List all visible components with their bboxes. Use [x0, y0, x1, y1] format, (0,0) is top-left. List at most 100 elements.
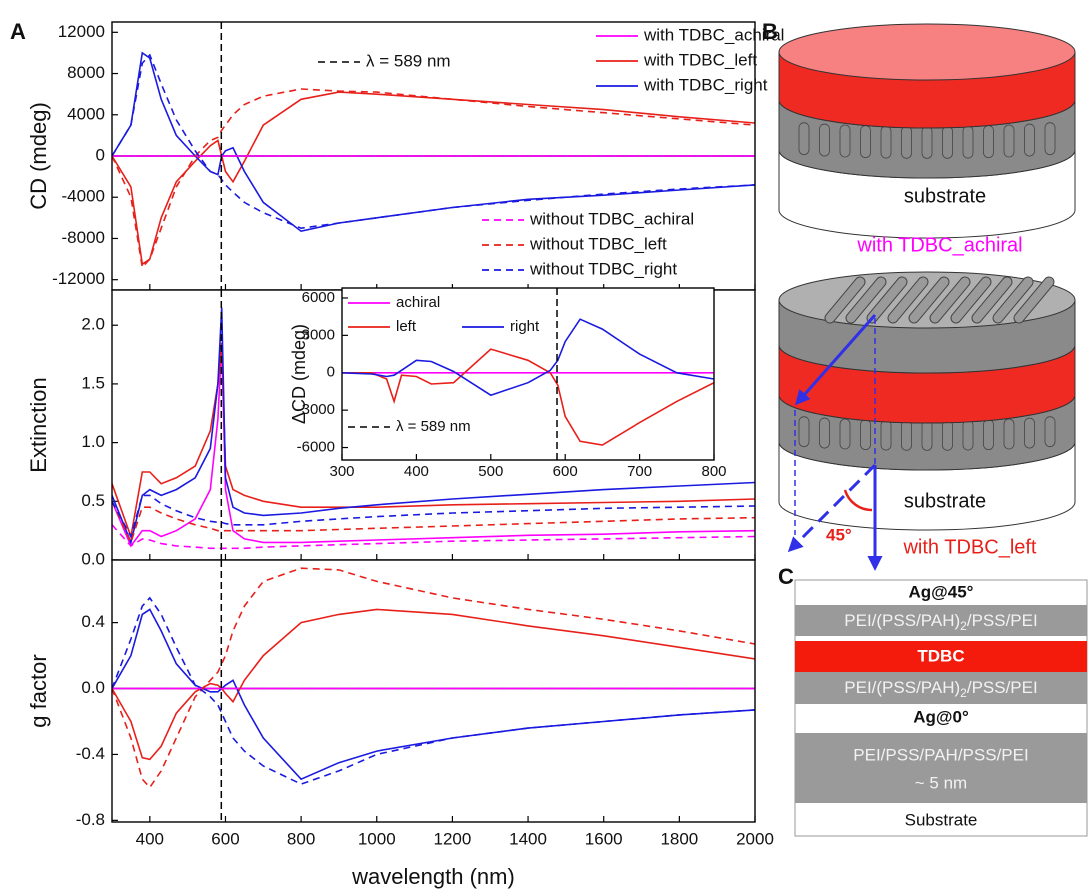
nanorod — [1014, 277, 1054, 323]
arrow — [795, 314, 877, 406]
x-tick-label: 800 — [287, 829, 315, 848]
nanorod — [921, 126, 933, 159]
y-tick-label: 12000 — [58, 22, 105, 41]
x-tick-label: 400 — [404, 463, 429, 480]
y-axis-label: CD (mdeg) — [26, 102, 51, 210]
legend-label: with TDBC_achiral — [643, 25, 784, 44]
y-tick-label: -0.8 — [76, 810, 105, 829]
nanorod — [825, 277, 865, 323]
caption: with TDBC_achiral — [856, 234, 1022, 256]
nanorod — [962, 419, 974, 451]
x-tick-label: 800 — [701, 463, 726, 480]
y-tick-label: 0.0 — [81, 678, 105, 697]
nanorod — [942, 125, 953, 159]
legend-label: without TDBC_right — [529, 259, 677, 278]
layer-label: PEI/PSS/PAH/PSS/PEI — [853, 745, 1028, 764]
x-tick-label: 1600 — [585, 829, 623, 848]
nanorod — [880, 419, 892, 451]
y-tick-label: -6000 — [297, 439, 335, 456]
layer-text: substrate — [904, 490, 986, 512]
y-axis-label: g factor — [26, 654, 51, 727]
data-line — [342, 318, 714, 397]
y-axis-label: Extinction — [26, 377, 51, 472]
nanorod — [1044, 416, 1056, 448]
layer-label: PEI/(PSS/PAH)2/PSS/PEI — [844, 611, 1037, 633]
data-line — [112, 91, 755, 266]
nanorod — [880, 125, 892, 159]
x-tick-label: 2000 — [736, 829, 774, 848]
layer — [795, 672, 1087, 704]
plot-frame — [341, 287, 715, 461]
series-group — [112, 51, 755, 270]
nanorod — [921, 419, 933, 451]
y-tick-label: 1.0 — [81, 432, 105, 451]
series-group — [112, 567, 755, 789]
plot-area — [342, 288, 714, 460]
y-tick-label: -12000 — [52, 269, 105, 288]
x-tick-label: 1200 — [433, 829, 471, 848]
x-tick-label: 1000 — [358, 829, 396, 848]
y-tick-label: -8000 — [62, 228, 105, 247]
x-tick-label: 500 — [478, 463, 503, 480]
x-tick-label: 400 — [136, 829, 164, 848]
nanorod — [819, 123, 830, 157]
nanorod — [983, 419, 994, 451]
layer-label: Ag@45° — [909, 582, 974, 601]
subscript: 2 — [960, 619, 967, 633]
layer-text: substrate — [904, 185, 986, 207]
layer-label: TDBC — [917, 646, 964, 665]
nanorod — [860, 125, 871, 159]
legend-label: achiral — [396, 294, 440, 311]
panel-label: A — [10, 19, 26, 44]
y-tick-label: 0.0 — [81, 549, 105, 568]
data-line — [112, 608, 755, 761]
series-group — [112, 307, 755, 550]
data-line — [112, 342, 755, 540]
text: PEI/(PSS/PAH) — [844, 678, 960, 697]
legend-label: right — [510, 318, 540, 335]
angle-label: 45° — [826, 525, 852, 544]
data-line — [112, 567, 755, 789]
series-group — [342, 318, 714, 446]
nanorod — [1003, 418, 1015, 450]
data-line — [112, 524, 755, 550]
y-tick-label: -4000 — [62, 187, 105, 206]
nanorod — [972, 277, 1012, 323]
legend-label: with TDBC_left — [643, 50, 757, 69]
legend-label: left — [396, 318, 417, 335]
y-tick-label: 1.5 — [81, 373, 105, 392]
chart-panel: -0.8 -0.4 0.0 0.4 400 600 800 1000 1200 1400 1600 1… — [26, 559, 774, 889]
y-tick-label: 0.4 — [81, 612, 105, 631]
y-tick-label: 8000 — [67, 63, 105, 82]
disk-top — [778, 23, 1076, 81]
nanorod — [819, 417, 830, 449]
nanorod — [839, 124, 851, 158]
nanorod — [901, 419, 912, 451]
nanorod — [839, 418, 851, 450]
nanorod — [901, 125, 912, 159]
text: /PSS/PEI — [967, 611, 1038, 630]
caption: with TDBC_left — [902, 536, 1036, 558]
data-line — [112, 596, 755, 785]
annotation: λ = 589 nm — [396, 418, 471, 435]
data-line — [112, 307, 755, 546]
y-tick-label: 3000 — [302, 326, 335, 343]
x-tick-label: 1400 — [509, 829, 547, 848]
data-line — [342, 348, 714, 446]
panel-c: Ag@45° PEI/(PSS/PAH)2/PSS/PEI TDBC PEI/(… — [794, 579, 1088, 837]
nanorod — [1003, 124, 1015, 158]
layer-label: Ag@0° — [913, 707, 969, 726]
nanorod — [860, 419, 871, 451]
legend-label: with TDBC_right — [643, 75, 768, 94]
chart-panel: -12000 -8000 -4000 0 4000 8000 12000 CD (mdeg) w… — [26, 21, 784, 291]
x-tick-label: 600 — [211, 829, 239, 848]
panel-label: C — [778, 564, 794, 589]
legend-label: without TDBC_left — [529, 234, 667, 253]
nanorod — [962, 125, 974, 159]
data-line — [112, 500, 755, 545]
nanorod — [1024, 123, 1035, 157]
nanorod — [951, 277, 991, 323]
data-line — [112, 494, 755, 539]
y-tick-label: -3000 — [297, 401, 335, 418]
